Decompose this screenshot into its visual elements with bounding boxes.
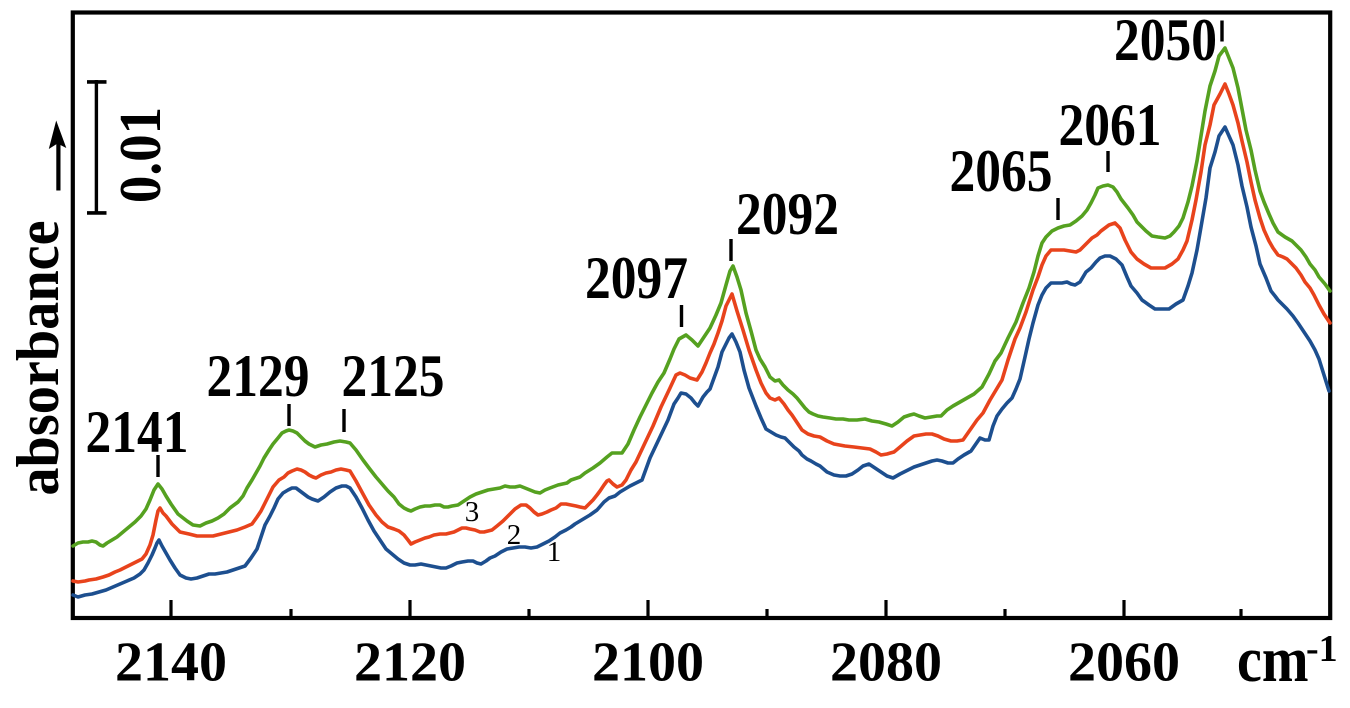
svg-text:2140: 2140 [115,632,227,694]
svg-text:absorbance: absorbance [4,220,71,495]
svg-text:2061: 2061 [1059,92,1162,159]
svg-text:2129: 2129 [207,343,310,410]
svg-text:0.01: 0.01 [108,107,173,203]
svg-text:-1: -1 [1306,628,1338,670]
svg-text:2065: 2065 [950,138,1053,205]
svg-text:2141: 2141 [86,399,189,466]
svg-text:3: 3 [465,496,480,528]
svg-text:2060: 2060 [1068,632,1180,694]
svg-text:1: 1 [547,536,562,568]
svg-text:2: 2 [507,519,522,551]
svg-text:2092: 2092 [736,181,839,248]
svg-text:cm: cm [1237,624,1308,696]
svg-text:2120: 2120 [354,632,466,694]
svg-text:2050: 2050 [1114,7,1217,74]
svg-text:2097: 2097 [585,245,688,312]
svg-text:2080: 2080 [830,632,942,694]
svg-text:2125: 2125 [342,343,445,410]
svg-text:2100: 2100 [592,632,704,694]
